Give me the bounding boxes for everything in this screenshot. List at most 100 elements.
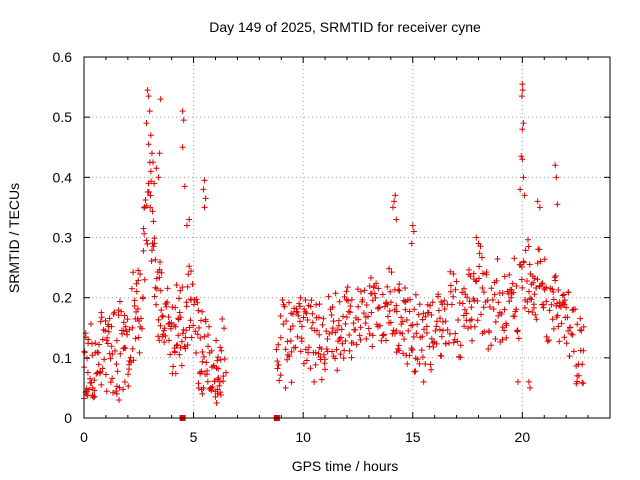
data-point bbox=[92, 340, 99, 347]
data-point bbox=[198, 317, 205, 324]
data-point bbox=[200, 353, 207, 360]
data-point bbox=[345, 297, 352, 304]
data-point bbox=[418, 347, 425, 354]
data-point bbox=[454, 338, 461, 345]
data-point bbox=[412, 368, 419, 375]
data-point bbox=[169, 304, 176, 311]
data-point bbox=[457, 342, 464, 349]
data-point bbox=[386, 265, 393, 272]
data-point bbox=[157, 322, 164, 329]
data-point bbox=[88, 340, 95, 347]
data-point bbox=[97, 318, 104, 325]
data-point bbox=[311, 378, 318, 385]
data-point bbox=[388, 269, 395, 276]
data-point bbox=[428, 366, 435, 373]
data-point bbox=[347, 303, 354, 310]
data-point bbox=[519, 284, 526, 291]
data-point bbox=[334, 327, 341, 334]
data-point bbox=[501, 306, 508, 313]
data-point bbox=[307, 365, 314, 372]
data-point bbox=[492, 336, 499, 343]
data-point bbox=[577, 327, 584, 334]
data-point bbox=[561, 297, 568, 304]
data-point bbox=[527, 295, 534, 302]
data-point bbox=[569, 331, 576, 338]
data-point bbox=[427, 302, 434, 309]
data-point bbox=[284, 356, 291, 363]
data-point bbox=[213, 337, 220, 344]
data-point bbox=[519, 156, 526, 163]
data-point bbox=[124, 316, 131, 323]
data-point bbox=[137, 271, 144, 278]
data-point bbox=[420, 378, 427, 385]
data-point bbox=[143, 237, 150, 244]
data-point bbox=[121, 379, 128, 386]
data-point bbox=[297, 294, 304, 301]
data-point bbox=[294, 309, 301, 316]
data-point bbox=[391, 330, 398, 337]
data-point bbox=[484, 297, 491, 304]
data-point bbox=[88, 321, 95, 328]
data-point bbox=[466, 298, 473, 305]
data-point bbox=[220, 373, 227, 380]
data-point bbox=[284, 351, 291, 358]
data-point bbox=[442, 318, 449, 325]
data-point bbox=[162, 332, 169, 339]
data-point bbox=[328, 348, 335, 355]
data-point bbox=[156, 337, 163, 344]
data-point bbox=[313, 301, 320, 308]
data-point bbox=[368, 309, 375, 316]
data-point bbox=[199, 390, 206, 397]
data-point bbox=[117, 350, 124, 357]
data-point bbox=[274, 358, 281, 365]
data-point bbox=[366, 330, 373, 337]
data-point bbox=[541, 256, 548, 263]
data-point bbox=[410, 228, 417, 235]
data-point bbox=[402, 284, 408, 291]
data-point bbox=[511, 255, 518, 262]
data-point bbox=[332, 355, 339, 362]
data-point bbox=[554, 201, 561, 208]
data-point bbox=[318, 345, 325, 352]
data-point bbox=[476, 250, 483, 257]
data-point bbox=[574, 372, 581, 379]
data-point bbox=[174, 341, 181, 348]
data-point bbox=[498, 310, 505, 317]
data-point bbox=[200, 384, 207, 391]
data-point bbox=[308, 297, 315, 304]
data-point bbox=[404, 360, 411, 367]
data-point bbox=[143, 120, 150, 127]
data-point bbox=[102, 371, 109, 378]
data-point bbox=[553, 174, 560, 181]
data-point bbox=[393, 308, 400, 315]
data-point bbox=[296, 318, 303, 325]
data-point bbox=[106, 350, 113, 357]
data-point bbox=[156, 150, 163, 157]
data-point bbox=[288, 348, 295, 355]
data-point bbox=[151, 240, 158, 247]
data-point bbox=[488, 342, 495, 349]
data-point bbox=[420, 326, 427, 333]
data-point bbox=[179, 144, 186, 151]
data-point bbox=[531, 275, 538, 282]
data-point bbox=[182, 334, 189, 341]
data-point bbox=[105, 328, 112, 335]
data-point bbox=[211, 378, 218, 385]
data-point bbox=[201, 333, 208, 340]
data-point bbox=[479, 285, 486, 292]
data-point bbox=[570, 348, 577, 355]
data-point bbox=[146, 108, 153, 115]
data-point bbox=[147, 192, 154, 199]
data-point bbox=[131, 297, 138, 304]
data-point bbox=[422, 360, 429, 367]
data-point bbox=[338, 326, 345, 333]
data-point bbox=[414, 321, 421, 328]
data-point bbox=[450, 293, 457, 300]
data-point bbox=[305, 349, 312, 356]
data-point bbox=[341, 347, 348, 354]
data-point bbox=[423, 323, 430, 330]
data-point bbox=[199, 358, 206, 365]
data-point bbox=[435, 307, 442, 314]
data-point bbox=[294, 333, 301, 340]
data-point bbox=[442, 340, 449, 347]
